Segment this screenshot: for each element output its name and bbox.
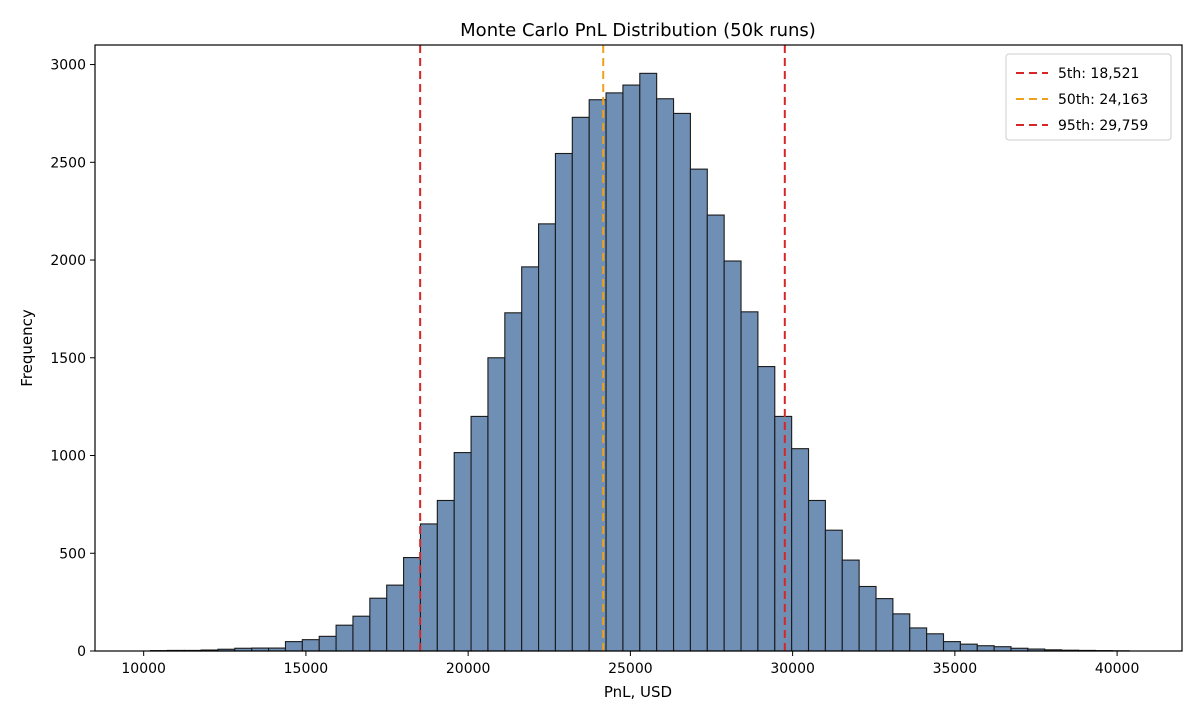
histogram-bar [672,112,691,652]
histogram-bar [740,311,759,652]
legend-label-5th: 5th: 18,521 [1058,66,1139,82]
histogram-bar [419,523,438,652]
histogram-bar [622,84,641,652]
histogram-bar [639,72,658,652]
x-tick-label: 30000 [770,661,815,677]
histogram-bar [369,597,388,652]
histogram-bar [487,357,506,652]
x-tick-label: 10000 [121,661,166,677]
histogram-bar [959,643,978,652]
x-tick-label: 35000 [933,661,978,677]
histogram-bar [318,635,337,652]
x-axis-title: PnL, USD [604,683,672,701]
histogram-bar [301,639,320,652]
histogram-bar [875,598,894,652]
histogram-bar [554,152,573,652]
histogram-bar [993,646,1012,652]
histogram-bar [335,624,354,652]
histogram-bar [892,613,911,652]
plot-frame [94,44,1183,652]
histogram-bar [605,92,624,652]
histogram-bar [824,529,843,652]
histogram-bar [723,260,742,652]
histogram-bar [774,415,793,652]
histogram-bar [470,415,489,652]
x-axis-ticks: 10000 15000 20000 25000 30000 35000 40000 [121,651,1139,677]
histogram-bar [689,168,708,652]
y-tick-label: 500 [59,546,86,562]
histogram-bar [403,557,422,652]
histogram-bar [791,448,810,652]
histogram-bar [386,584,405,652]
histogram-bar [858,585,877,652]
y-tick-label: 2500 [50,155,86,171]
histogram-bar [284,641,303,652]
x-tick-label: 25000 [608,661,653,677]
histogram-bar [571,116,590,652]
histogram-bar [926,633,945,652]
legend: 5th: 18,521 50th: 24,163 95th: 29,759 [1005,53,1172,141]
histogram-bars [149,72,1130,652]
histogram-bar [504,312,523,652]
histogram-bar [453,452,472,652]
y-axis-title: Frequency [18,309,36,387]
histogram-bar [757,366,776,652]
x-tick-label: 20000 [446,661,491,677]
y-tick-label: 3000 [50,58,86,74]
histogram-bar [909,627,928,652]
legend-box [1005,53,1172,141]
histogram-bar [521,266,540,652]
y-tick-label: 0 [77,644,86,660]
legend-label-50th: 50th: 24,163 [1058,92,1148,108]
chart-title: Monte Carlo PnL Distribution (50k runs) [460,20,816,41]
x-tick-label: 15000 [284,661,329,677]
histogram-bar [436,499,455,652]
histogram-bar [841,559,860,652]
histogram-bar [352,615,371,652]
histogram-bar [942,641,961,652]
histogram-bar [538,223,556,652]
x-tick-label: 40000 [1095,661,1140,677]
y-tick-label: 2000 [50,253,86,269]
histogram-bar [976,645,995,652]
legend-label-95th: 95th: 29,759 [1058,118,1148,134]
y-tick-label: 1000 [50,449,86,465]
y-tick-label: 1500 [50,351,86,367]
histogram-bar [706,214,725,652]
percentile-lines [419,45,786,651]
histogram-bar [807,499,826,652]
y-axis-ticks: 0 500 1000 1500 2000 2500 3000 [50,58,95,660]
histogram-bar [656,98,675,652]
